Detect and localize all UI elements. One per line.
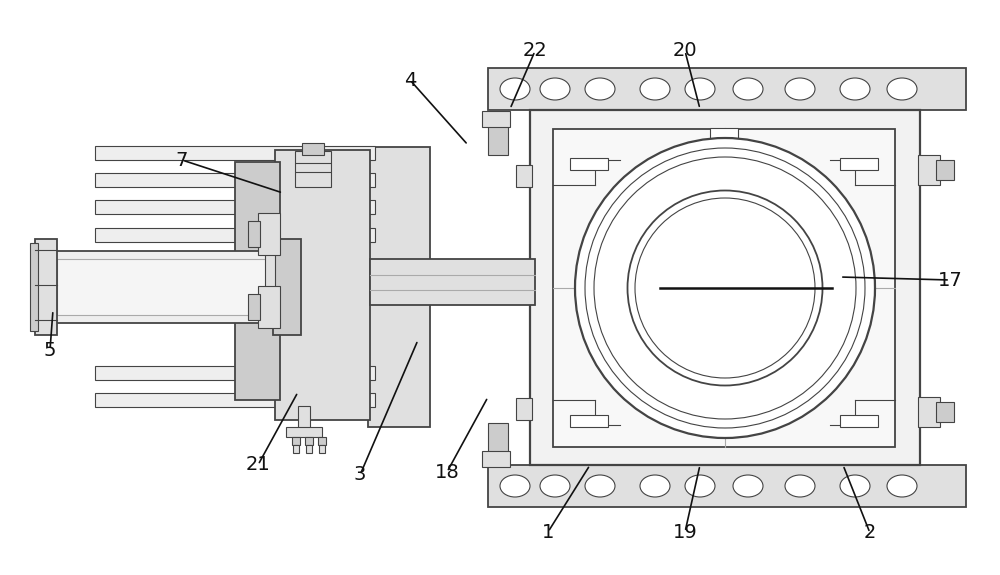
Text: 7: 7: [176, 151, 188, 170]
Ellipse shape: [585, 475, 615, 497]
Bar: [95, 200, 375, 214]
Bar: [292, 437, 300, 445]
Ellipse shape: [685, 475, 715, 497]
Bar: [570, 158, 608, 170]
Bar: [570, 415, 608, 427]
Text: 4: 4: [404, 71, 416, 90]
Text: 18: 18: [435, 462, 459, 481]
Ellipse shape: [540, 475, 570, 497]
Ellipse shape: [785, 78, 815, 100]
Bar: [710, 150, 738, 158]
Bar: [840, 415, 878, 427]
Ellipse shape: [733, 475, 763, 497]
Bar: [95, 228, 375, 242]
Bar: [258, 213, 280, 255]
Bar: [95, 393, 375, 407]
Bar: [936, 160, 954, 180]
Ellipse shape: [785, 475, 815, 497]
Bar: [710, 128, 738, 140]
Bar: [286, 427, 322, 437]
Bar: [530, 110, 920, 465]
Bar: [295, 151, 331, 187]
Bar: [95, 173, 375, 187]
Text: 22: 22: [523, 41, 547, 60]
Bar: [248, 294, 260, 320]
Bar: [918, 155, 940, 185]
Ellipse shape: [500, 78, 530, 100]
Text: 5: 5: [44, 340, 56, 359]
Bar: [319, 445, 325, 453]
Ellipse shape: [575, 138, 875, 438]
Bar: [275, 150, 370, 420]
Bar: [302, 143, 324, 155]
Ellipse shape: [685, 78, 715, 100]
Bar: [482, 451, 510, 467]
Ellipse shape: [585, 78, 615, 100]
Bar: [95, 146, 375, 160]
Bar: [305, 437, 313, 445]
Bar: [273, 239, 301, 335]
Bar: [248, 221, 260, 247]
Bar: [258, 286, 280, 328]
Bar: [936, 402, 954, 422]
Bar: [710, 425, 738, 437]
Text: 1: 1: [542, 523, 554, 542]
Bar: [488, 465, 966, 507]
Bar: [488, 68, 966, 110]
Ellipse shape: [640, 78, 670, 100]
Bar: [265, 249, 275, 325]
Bar: [918, 397, 940, 427]
Text: 17: 17: [938, 270, 962, 289]
Ellipse shape: [887, 475, 917, 497]
Bar: [370, 259, 535, 305]
Ellipse shape: [887, 78, 917, 100]
Text: 2: 2: [864, 523, 876, 542]
Bar: [235, 162, 280, 400]
Ellipse shape: [840, 475, 870, 497]
Bar: [30, 243, 38, 331]
Ellipse shape: [840, 78, 870, 100]
Bar: [293, 445, 299, 453]
Bar: [516, 398, 532, 420]
Bar: [55, 251, 277, 323]
Text: 20: 20: [673, 41, 697, 60]
Bar: [318, 437, 326, 445]
Bar: [368, 147, 430, 427]
Bar: [488, 125, 508, 155]
Bar: [298, 406, 310, 430]
Bar: [35, 239, 57, 335]
Bar: [710, 417, 738, 425]
Text: 21: 21: [246, 455, 270, 474]
Ellipse shape: [628, 190, 822, 385]
Text: 3: 3: [354, 466, 366, 485]
Bar: [488, 423, 508, 453]
Text: 19: 19: [673, 523, 697, 542]
Bar: [57, 259, 275, 315]
Ellipse shape: [540, 78, 570, 100]
Ellipse shape: [640, 475, 670, 497]
Bar: [482, 111, 510, 127]
Bar: [840, 158, 878, 170]
Ellipse shape: [733, 78, 763, 100]
Bar: [306, 445, 312, 453]
Bar: [95, 366, 375, 380]
Bar: [553, 129, 895, 447]
Bar: [516, 165, 532, 187]
Ellipse shape: [500, 475, 530, 497]
